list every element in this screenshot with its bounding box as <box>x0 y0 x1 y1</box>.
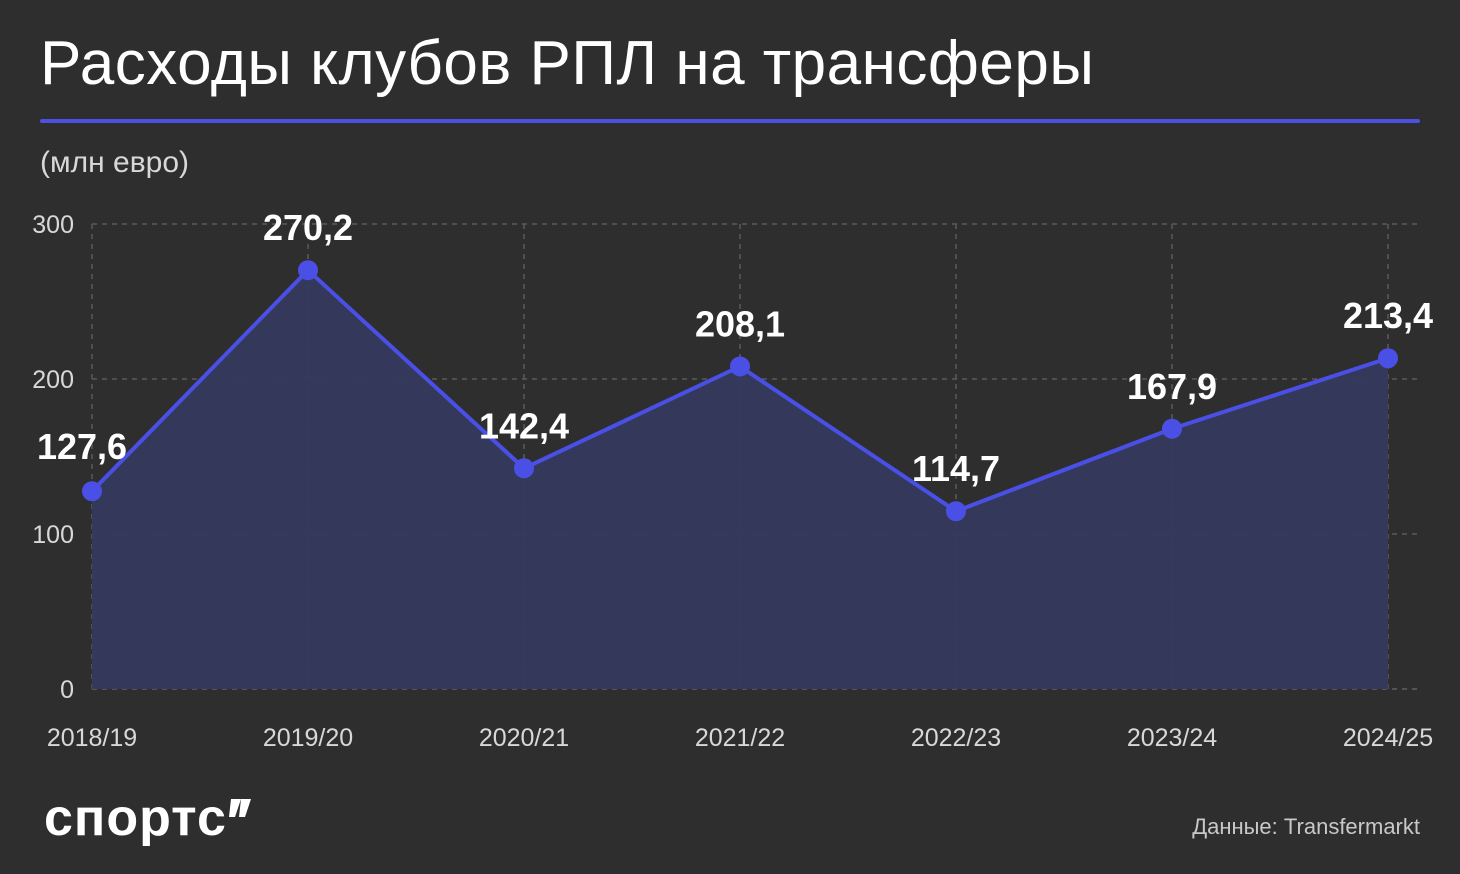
y-axis-ticks: 0 100 200 300 <box>32 211 74 704</box>
data-point <box>514 458 534 479</box>
x-tick-label: 2021/22 <box>695 724 785 752</box>
x-tick-label: 2020/21 <box>479 724 569 752</box>
title-underline <box>40 119 1420 123</box>
data-labels: 127,6 270,2 142,4 208,1 114,7 167,9 213,4 <box>37 207 1433 489</box>
x-tick-label: 2022/23 <box>911 724 1001 752</box>
x-tick-label: 2018/19 <box>47 724 137 752</box>
data-label: 270,2 <box>263 207 353 248</box>
y-tick-label: 0 <box>60 676 74 704</box>
y-tick-label: 100 <box>32 521 74 549</box>
data-points <box>82 260 1398 522</box>
unit-label: (млн евро) <box>40 146 190 179</box>
logo-quote-icon <box>228 799 251 817</box>
chart-title: Расходы клубов РПЛ на трансферы <box>40 29 1095 98</box>
y-tick-label: 200 <box>32 366 74 394</box>
data-point <box>82 481 102 502</box>
data-label: 167,9 <box>1127 366 1217 407</box>
data-point <box>946 501 966 522</box>
sports-logo: спортс <box>44 788 251 848</box>
x-tick-label: 2024/25 <box>1343 724 1433 752</box>
data-point <box>1162 418 1182 439</box>
data-point <box>730 356 750 377</box>
data-point <box>1378 348 1398 369</box>
series-area <box>92 270 1388 689</box>
x-axis-ticks: 2018/19 2019/20 2020/21 2021/22 2022/23 2023/… <box>47 724 1433 752</box>
data-point <box>298 260 318 281</box>
data-label: 127,6 <box>37 426 127 467</box>
data-source: Данные: Transfermarkt <box>1192 814 1420 839</box>
x-tick-label: 2019/20 <box>263 724 353 752</box>
data-label: 142,4 <box>479 405 569 446</box>
y-tick-label: 300 <box>32 211 74 239</box>
data-label: 208,1 <box>695 303 785 344</box>
data-label: 114,7 <box>912 448 1000 489</box>
data-label: 213,4 <box>1343 295 1433 336</box>
logo-text: спортс <box>44 789 227 847</box>
x-tick-label: 2023/24 <box>1127 724 1217 752</box>
